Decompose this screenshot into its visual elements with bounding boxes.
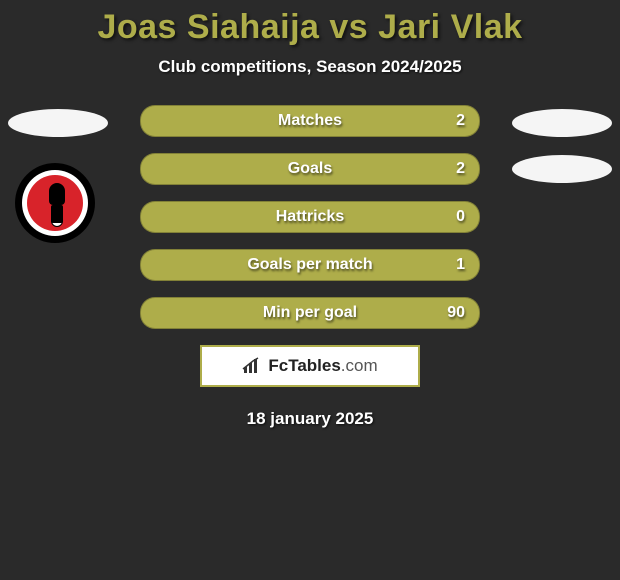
brand-badge[interactable]: FcTables.com — [200, 345, 420, 387]
page-title: Joas Siahaija vs Jari Vlak — [0, 0, 620, 47]
footer-date: 18 january 2025 — [0, 409, 620, 429]
stat-value: 2 — [456, 160, 465, 178]
player-left-oval-0 — [8, 109, 108, 137]
stat-row: Min per goal 90 — [140, 297, 480, 329]
stat-value: 0 — [456, 208, 465, 226]
stat-row: Matches 2 — [140, 105, 480, 137]
stat-value: 2 — [456, 112, 465, 130]
stat-rows: Matches 2 Goals 2 Hattricks 0 Goals per match 1… — [140, 105, 480, 329]
stat-value: 1 — [456, 256, 465, 274]
brand-name-light: .com — [341, 356, 378, 375]
stat-row: Goals per match 1 — [140, 249, 480, 281]
stat-label: Goals — [288, 160, 332, 178]
club-badge-icon — [15, 163, 95, 243]
brand-name-bold: FcTables — [268, 356, 340, 375]
stat-value: 90 — [447, 304, 465, 322]
stats-area: Matches 2 Goals 2 Hattricks 0 Goals per match 1… — [0, 105, 620, 329]
bar-chart-icon — [242, 357, 264, 375]
stat-row: Hattricks 0 — [140, 201, 480, 233]
stat-label: Hattricks — [276, 208, 344, 226]
brand-text: FcTables.com — [268, 356, 377, 376]
stat-label: Goals per match — [247, 256, 372, 274]
stat-label: Min per goal — [263, 304, 357, 322]
stat-row: Goals 2 — [140, 153, 480, 185]
player-right-oval-1 — [512, 155, 612, 183]
stat-label: Matches — [278, 112, 342, 130]
player-right-oval-0 — [512, 109, 612, 137]
page-subtitle: Club competitions, Season 2024/2025 — [0, 57, 620, 77]
comparison-card: Joas Siahaija vs Jari Vlak Club competit… — [0, 0, 620, 580]
